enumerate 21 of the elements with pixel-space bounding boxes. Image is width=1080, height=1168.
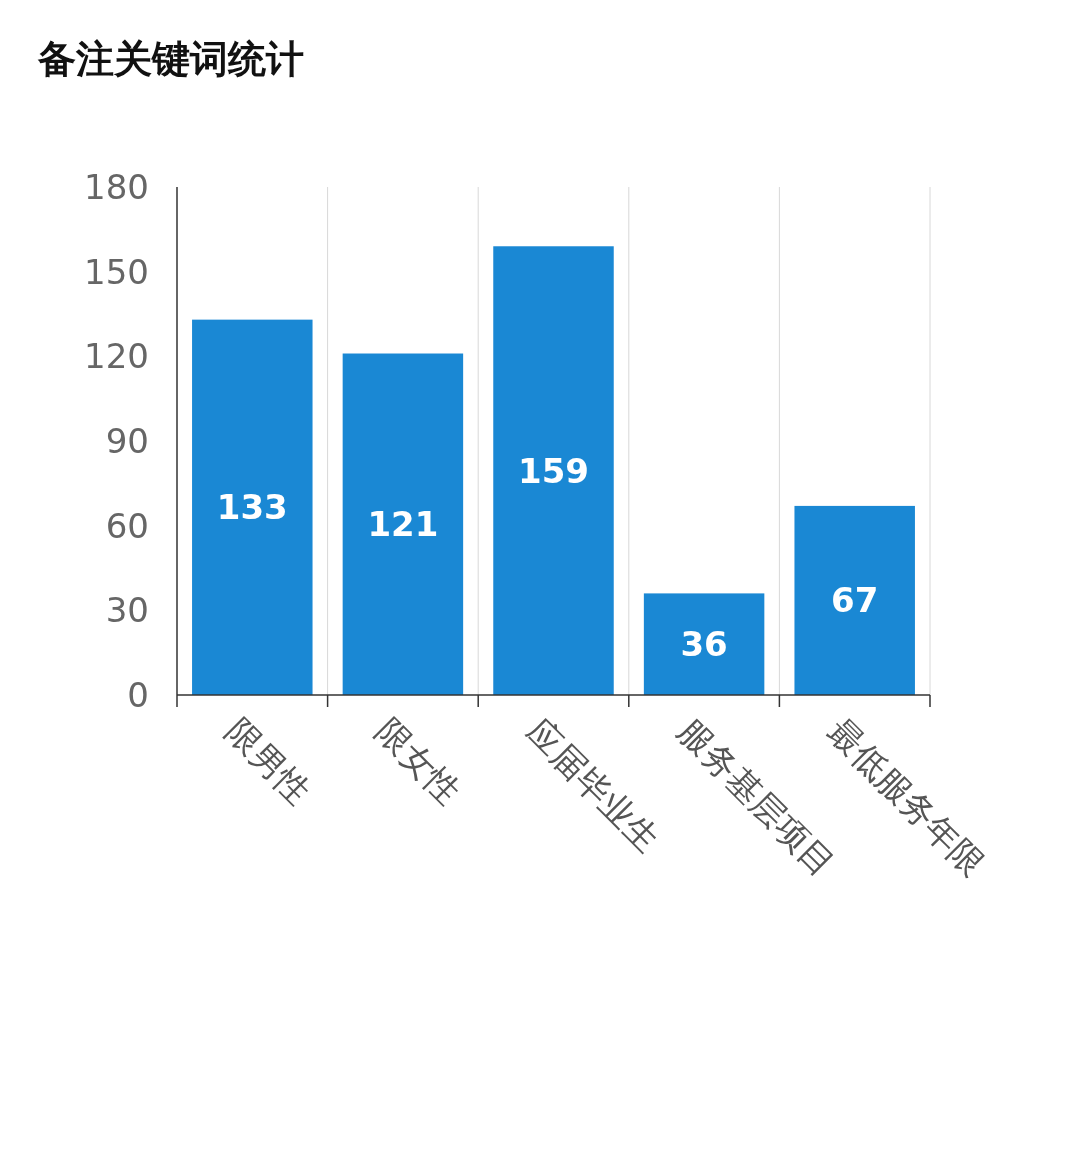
bar <box>342 353 464 695</box>
y-tick-label: 180 <box>84 167 149 207</box>
data-label: 121 <box>367 504 439 545</box>
x-tick-label: 限女性 <box>368 710 470 812</box>
y-tick-label: 0 <box>127 675 149 715</box>
chart-title: 备注关键词统计 <box>37 37 304 81</box>
bar <box>192 319 313 695</box>
bar <box>643 593 765 695</box>
data-label: 36 <box>680 624 728 665</box>
x-tick-label: 限男性 <box>218 710 319 812</box>
y-tick-label: 120 <box>84 336 149 377</box>
y-tick-label: 60 <box>105 505 149 546</box>
y-tick-label: 30 <box>105 590 149 631</box>
data-label: 159 <box>518 450 589 491</box>
y-tick-label: 150 <box>84 251 149 292</box>
data-label: 133 <box>216 487 288 528</box>
y-tick-label: 90 <box>105 421 149 461</box>
x-tick-label: 应届毕业生 <box>519 710 668 860</box>
data-label: 67 <box>831 580 879 621</box>
bar <box>794 505 915 695</box>
bar <box>493 246 614 695</box>
